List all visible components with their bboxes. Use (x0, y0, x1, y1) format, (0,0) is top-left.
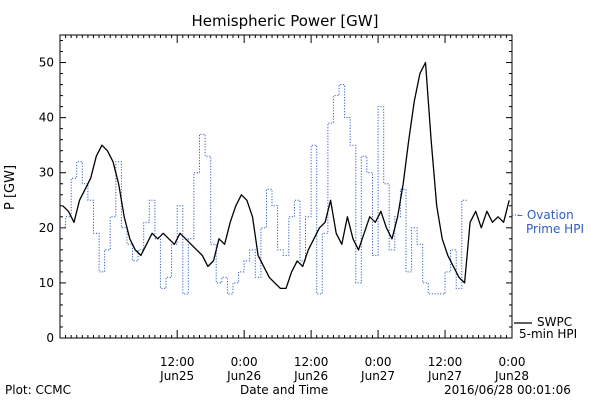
plot-frame (59, 34, 513, 339)
legend-swpc-line1: SWPC (537, 315, 573, 329)
x-tick-label-time: 12:00 (428, 355, 463, 369)
footer-plot-credit: Plot: CCMC (5, 383, 71, 397)
x-tick-label-time: 12:00 (294, 355, 329, 369)
y-tick-label: 50 (39, 56, 54, 70)
x-tick-label-time: 12:00 (160, 355, 195, 369)
y-tick-label: 20 (39, 221, 54, 235)
x-tick-label-time: 0:00 (231, 355, 258, 369)
x-tick-label-time: 0:00 (499, 355, 526, 369)
y-tick-label: 40 (39, 111, 54, 125)
legend-ovation-line1: – Ovation (517, 208, 574, 222)
legend-ovation-line2: Prime HPI (526, 222, 584, 236)
y-tick-label: 0 (46, 331, 54, 345)
x-tick-label-date: Jun25 (159, 369, 194, 383)
y-tick-label: 10 (39, 276, 54, 290)
x-tick-label-date: Jun28 (494, 369, 529, 383)
legend-swpc-line2: 5-min HPI (519, 327, 578, 341)
x-tick-label-date: Jun27 (427, 369, 462, 383)
y-axis-label: P [GW] (3, 164, 18, 210)
series-swpc (62, 61, 510, 290)
x-tick-label-time: 0:00 (365, 355, 392, 369)
x-tick-label-date: Jun27 (360, 369, 395, 383)
y-tick-label: 30 (39, 166, 54, 180)
x-tick-label-date: Jun26 (226, 369, 261, 383)
x-tick-label-date: Jun26 (293, 369, 328, 383)
x-axis-label: Date and Time (240, 383, 329, 397)
footer-timestamp: 2016/06/28 00:01:06 (444, 383, 571, 397)
series-ovation-prime (60, 84, 468, 295)
chart-title: Hemispheric Power [GW] (191, 12, 379, 30)
